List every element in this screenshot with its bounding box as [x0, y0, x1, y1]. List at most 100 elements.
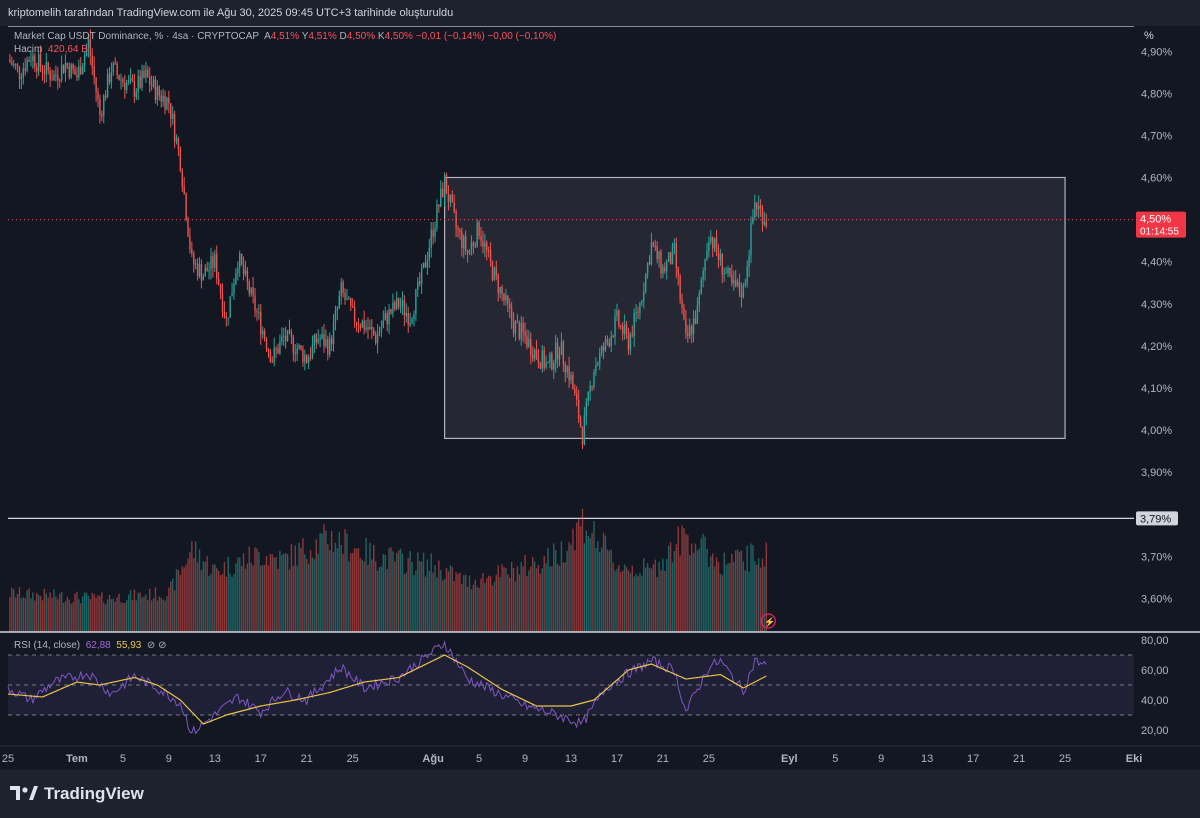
candle-body — [242, 264, 245, 275]
candle-body — [687, 333, 689, 337]
candle-body — [204, 267, 206, 277]
candle-body — [22, 68, 25, 78]
volume-bar — [202, 561, 205, 632]
candle-body — [329, 338, 331, 355]
volume-value: 420,64 B — [47, 44, 88, 55]
candle-body — [304, 355, 306, 363]
candle-body — [319, 338, 321, 340]
time-tick-label: 17 — [611, 753, 623, 765]
candle-body — [583, 415, 586, 445]
candle-body — [191, 248, 193, 254]
volume-bar — [604, 535, 607, 632]
volume-bar — [532, 557, 534, 632]
candle-body — [336, 307, 339, 311]
candle-body — [428, 247, 430, 261]
volume-bar — [568, 542, 570, 632]
lightning-alert-icon — [760, 613, 776, 629]
volume-bar — [275, 557, 277, 632]
candle-body — [374, 334, 377, 344]
volume-bar — [338, 532, 340, 632]
time-tick-label: 25 — [703, 753, 715, 765]
price-tick-label: 4,60% — [1141, 173, 1172, 185]
candle-body — [666, 261, 668, 272]
candle-body — [139, 76, 141, 88]
rsi-label[interactable]: RSI (14, close) — [14, 640, 81, 651]
volume-bar — [344, 529, 346, 632]
candle-body — [388, 309, 390, 325]
volume-bar — [283, 553, 285, 632]
candle-body — [108, 73, 111, 83]
time-tick-label: 5 — [832, 753, 838, 765]
volume-bar — [587, 535, 589, 632]
volume-bar — [675, 544, 678, 632]
candle-body — [95, 77, 97, 92]
chart-canvas[interactable]: ⚡ 4,90% 4,80% 4,70% 4,60% 4,50% 4,40% 4,30% 4,2… — [0, 26, 1200, 770]
candle-body — [227, 317, 229, 319]
candle-body — [131, 78, 134, 82]
candle-body — [440, 188, 442, 207]
volume-bar — [51, 597, 53, 632]
candle-body — [757, 205, 760, 210]
volume-bar — [478, 588, 480, 632]
current-price-label: 4,50% — [1140, 214, 1171, 226]
candle-body — [97, 91, 99, 100]
candle-body — [9, 59, 11, 62]
candle-body — [380, 327, 383, 333]
volume-bar — [422, 552, 425, 632]
candle-body — [340, 282, 342, 296]
volume-bar — [342, 554, 344, 632]
volume-bar — [336, 547, 339, 632]
volume-bar — [175, 569, 178, 632]
candle-body — [729, 268, 731, 275]
volume-bar — [664, 570, 666, 632]
volume-bar — [482, 572, 484, 632]
candle-body — [733, 279, 735, 284]
volume-bar — [654, 559, 656, 632]
hidden-eye-icon[interactable]: ⊘ — [146, 640, 156, 651]
candle-body — [719, 253, 722, 260]
hidden-eye-icon-2[interactable]: ⊘ — [158, 640, 167, 651]
candle-body — [16, 64, 19, 67]
volume-bar — [629, 572, 632, 632]
candle-body — [179, 148, 182, 171]
candle-body — [32, 55, 34, 61]
candle-body — [459, 229, 461, 232]
volume-bar — [579, 526, 582, 632]
candle-body — [332, 321, 335, 345]
change-percent-value: −0,00 (−0,10%) — [487, 31, 557, 42]
candle-body — [394, 302, 396, 309]
volume-bar — [145, 594, 147, 632]
candle-body — [610, 336, 612, 347]
volume-bar — [104, 604, 107, 632]
candle-body — [39, 54, 42, 68]
volume-bar — [53, 589, 55, 632]
candle-body — [637, 312, 639, 314]
volume-bar — [650, 568, 653, 632]
volume-bar — [70, 603, 72, 632]
candle-body — [122, 79, 124, 83]
volume-label[interactable]: Hacim — [14, 44, 43, 55]
volume-bar — [141, 597, 143, 632]
candle-body — [208, 269, 210, 272]
volume-bar — [411, 561, 413, 632]
volume-bar — [606, 549, 609, 632]
candle-body — [13, 64, 15, 66]
volume-bar — [401, 553, 404, 632]
candle-body — [317, 338, 319, 343]
volume-bar — [49, 592, 51, 632]
candle-body — [221, 293, 224, 312]
volume-bar — [110, 599, 113, 632]
volume-bar — [85, 592, 88, 632]
candle-body — [239, 253, 241, 268]
candle-body — [51, 79, 53, 81]
candle-body — [133, 81, 136, 97]
volume-bar — [43, 588, 46, 632]
candle-body — [49, 71, 51, 80]
volume-bar — [440, 569, 442, 632]
volume-bar — [114, 601, 116, 632]
symbol-name[interactable]: Market Cap USDT Dominance, % · 4sa · CRY… — [14, 31, 260, 42]
volume-bar — [595, 548, 597, 632]
candle-body — [210, 256, 212, 270]
volume-bar — [9, 597, 11, 632]
volume-bar — [20, 598, 23, 632]
